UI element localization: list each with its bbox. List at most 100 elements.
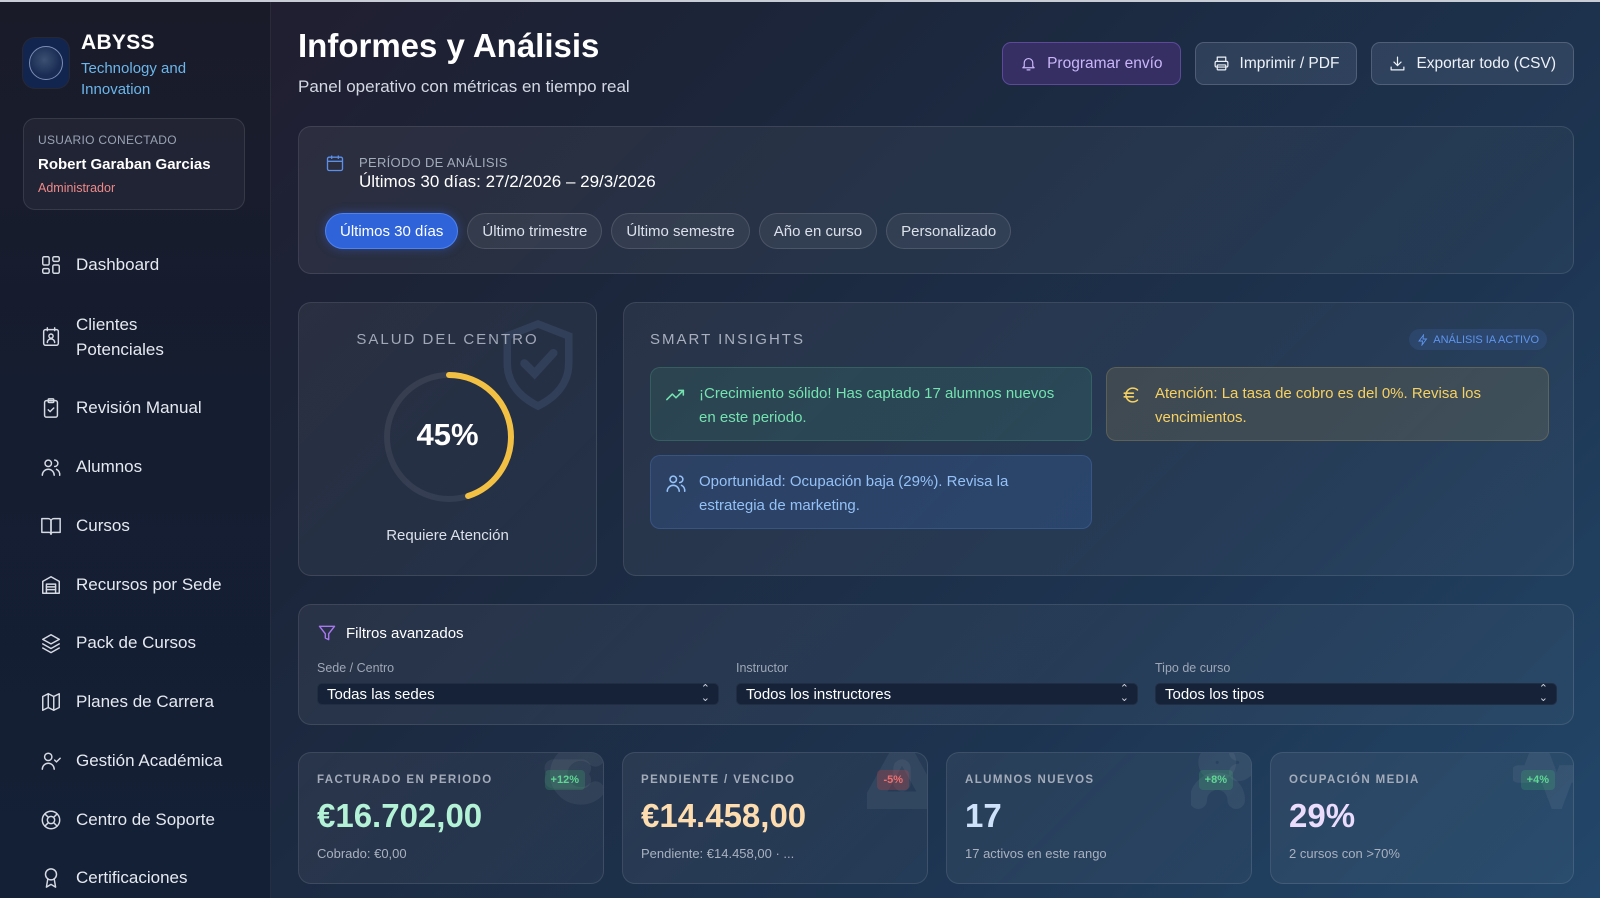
- filter-tipo-curso: Tipo de curso Todos los tipos ⌃ ⌄: [1155, 661, 1557, 705]
- sidebar-item-label: Centro de Soporte: [76, 810, 215, 829]
- instructor-select-value: Todos los instructores: [746, 685, 892, 703]
- select-chevron-icon: ⌃ ⌄: [1538, 683, 1548, 704]
- euro-icon: [1123, 387, 1139, 403]
- kpi-trend-badge: +4%: [1520, 770, 1555, 790]
- sidebar-item-gestion-academica[interactable]: Gestión Académica: [40, 748, 260, 773]
- sidebar-item-certificaciones[interactable]: Certificaciones: [40, 865, 260, 890]
- tipo-curso-select-value: Todos los tipos: [1165, 685, 1265, 703]
- insight-info: Oportunidad: Ocupación baja (29%). Revis…: [650, 455, 1092, 529]
- user-check-icon: [41, 751, 61, 770]
- sidebar-item-cursos[interactable]: Cursos: [40, 513, 260, 538]
- sidebar-item-label: Pack de Cursos: [76, 633, 196, 652]
- kpi-label: OCUPACIÓN MEDIA: [1289, 774, 1420, 786]
- lightning-icon: [1418, 333, 1428, 346]
- sidebar-item-alumnos[interactable]: Alumnos: [40, 454, 260, 479]
- users-icon: [41, 458, 61, 476]
- bell-icon: [1022, 57, 1035, 71]
- insight-success: ¡Crecimiento sólido! Has captado 17 alum…: [650, 367, 1092, 441]
- select-chevron-icon: ⌃ ⌄: [700, 683, 710, 704]
- tipo-curso-select[interactable]: Todos los tipos ⌃ ⌄: [1155, 683, 1557, 705]
- period-label: PERÍODO DE ANÁLISIS: [359, 155, 508, 170]
- filter-sede-label: Sede / Centro: [317, 661, 395, 675]
- period-option-last-semester[interactable]: Último semestre: [611, 213, 750, 249]
- kpi-value: 29%: [1289, 797, 1356, 834]
- sidebar-item-label: Recursos por Sede: [76, 575, 222, 594]
- filter-instructor: Instructor Todos los instructores ⌃ ⌄: [736, 661, 1138, 705]
- period-option-current-year[interactable]: Año en curso: [758, 213, 878, 249]
- life-buoy-icon: [41, 810, 61, 829]
- health-gauge: [384, 372, 514, 502]
- sidebar-item-revision-manual[interactable]: Revisión Manual: [40, 395, 260, 420]
- filter-instructor-label: Instructor: [736, 661, 789, 675]
- sidebar-item-label: Planes de Carrera: [76, 692, 214, 711]
- kpi-trend-badge: -5%: [877, 770, 909, 790]
- contact-card-icon: [42, 327, 60, 346]
- period-options: Últimos 30 días Último trimestre Último …: [325, 213, 1012, 249]
- sidebar-item-label: Cursos: [76, 516, 130, 535]
- health-status: Requiere Atención: [386, 527, 509, 544]
- print-pdf-label: Imprimir / PDF: [1239, 54, 1340, 72]
- printer-icon: [1214, 56, 1229, 71]
- sede-select[interactable]: Todas las sedes ⌃ ⌄: [317, 683, 719, 705]
- kpi-label: PENDIENTE / VENCIDO: [641, 774, 796, 786]
- page-title: Informes y Análisis: [298, 27, 600, 64]
- activity-icon: [1513, 753, 1573, 809]
- euro-icon: [544, 753, 603, 805]
- alert-triangle-icon: [867, 753, 927, 809]
- kpi-value: €16.702,00: [317, 797, 483, 834]
- insight-text: Oportunidad: Ocupación baja (29%). Revis…: [699, 473, 1009, 514]
- window-top-edge: [0, 0, 1600, 2]
- brand[interactable]: ABYSS Technology and Innovation: [23, 31, 211, 100]
- page-subtitle: Panel operativo con métricas en tiempo r…: [298, 77, 630, 96]
- period-option-last-quarter[interactable]: Último trimestre: [467, 213, 603, 249]
- period-range: Últimos 30 días: 27/2/2026 – 29/3/2026: [359, 172, 656, 191]
- sidebar-item-recursos-por-sede[interactable]: Recursos por Sede: [40, 572, 260, 597]
- period-panel: PERÍODO DE ANÁLISIS Últimos 30 días: 27/…: [298, 126, 1574, 274]
- print-pdf-button[interactable]: Imprimir / PDF: [1194, 42, 1358, 85]
- health-value: 45%: [416, 417, 479, 452]
- kpi-footer: 17 activos en este rango: [965, 846, 1107, 861]
- kpi-value: €14.458,00: [641, 797, 807, 834]
- insight-warning: Atención: La tasa de cobro es del 0%. Re…: [1106, 367, 1549, 441]
- sidebar-item-clientes-potenciales[interactable]: Clientes Potenciales: [40, 312, 190, 362]
- kpi-footer: 2 cursos con >70%: [1289, 846, 1400, 861]
- kpi-label: FACTURADO EN PERIODO: [317, 774, 493, 786]
- kpi-footer: Pendiente: €14.458,00 · ...: [641, 846, 795, 861]
- sidebar-item-planes-de-carrera[interactable]: Planes de Carrera: [40, 689, 260, 714]
- kpi-card-new-students: ALUMNOS NUEVOS +8% 17 17 activos en este…: [946, 752, 1252, 884]
- advanced-filters-panel: Filtros avanzados Sede / Centro Todas la…: [298, 604, 1574, 725]
- insights-title: SMART INSIGHTS: [650, 331, 805, 348]
- sidebar-item-pack-de-cursos[interactable]: Pack de Cursos: [40, 630, 260, 655]
- filter-tipo-curso-label: Tipo de curso: [1155, 661, 1231, 675]
- calendar-icon: [326, 155, 344, 172]
- download-icon: [1390, 56, 1405, 71]
- insight-text: Atención: La tasa de cobro es del 0%. Re…: [1155, 385, 1482, 426]
- ai-active-badge: ANÁLISIS IA ACTIVO: [1409, 329, 1547, 350]
- health-title: SALUD DEL CENTRO: [356, 331, 539, 348]
- period-option-last-30-days[interactable]: Últimos 30 días: [325, 213, 459, 249]
- layers-icon: [42, 633, 60, 653]
- kpi-label: ALUMNOS NUEVOS: [965, 774, 1095, 786]
- kpi-card-billed: FACTURADO EN PERIODO +12% €16.702,00 Cob…: [298, 752, 604, 884]
- users-icon: [666, 475, 686, 493]
- period-option-custom[interactable]: Personalizado: [886, 213, 1012, 249]
- sidebar-item-dashboard[interactable]: Dashboard: [40, 252, 260, 277]
- schedule-send-label: Programar envío: [1047, 54, 1163, 72]
- filters-header: Filtros avanzados: [317, 623, 464, 643]
- instructor-select[interactable]: Todos los instructores ⌃ ⌄: [736, 683, 1138, 705]
- export-csv-button[interactable]: Exportar todo (CSV): [1371, 42, 1574, 85]
- sidebar-item-label: Dashboard: [76, 255, 160, 274]
- ai-active-label: ANÁLISIS IA ACTIVO: [1433, 333, 1539, 346]
- sidebar-item-label: Revisión Manual: [76, 398, 202, 417]
- user-card: USUARIO CONECTADO Robert Garaban Garcias…: [23, 118, 245, 210]
- smart-insights-panel: SMART INSIGHTS ANÁLISIS IA ACTIVO ¡Creci…: [623, 302, 1574, 576]
- schedule-send-button[interactable]: Programar envío: [1002, 42, 1181, 85]
- sidebar-item-centro-de-soporte[interactable]: Centro de Soporte: [40, 807, 260, 832]
- select-chevron-icon: ⌃ ⌄: [1119, 683, 1129, 704]
- filters-title: Filtros avanzados: [346, 624, 464, 642]
- kpi-card-pending: PENDIENTE / VENCIDO -5% €14.458,00 Pendi…: [622, 752, 928, 884]
- insight-text: ¡Crecimiento sólido! Has captado 17 alum…: [699, 385, 1055, 426]
- shield-check-icon: [503, 319, 573, 411]
- health-panel: SALUD DEL CENTRO 45% Requiere Atención: [298, 302, 597, 576]
- user-name: Robert Garaban Garcias: [38, 156, 211, 173]
